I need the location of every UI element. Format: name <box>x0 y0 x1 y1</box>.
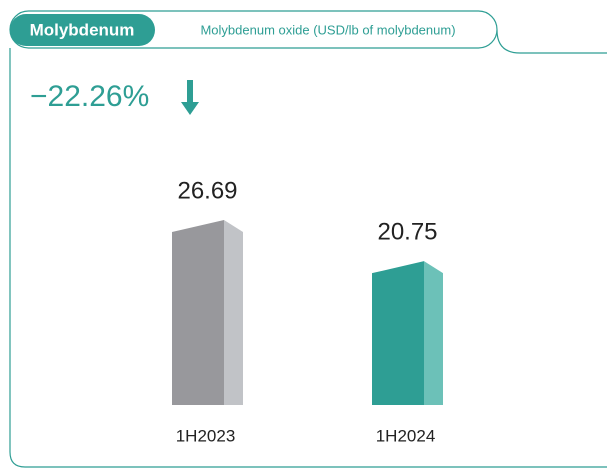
bar-front <box>372 261 424 405</box>
value-label: 26.69 <box>177 177 237 204</box>
title-badge <box>10 14 155 46</box>
value-label: 20.75 <box>377 219 437 246</box>
annotation: −22.26% <box>30 80 149 113</box>
chart-subtitle: Molybdenum oxide (USD/lb of molybdenum) <box>200 22 455 37</box>
x-tick-label: 1H2023 <box>176 426 236 445</box>
bar-side <box>224 220 243 405</box>
bar-front <box>172 220 224 405</box>
down-arrow <box>181 80 199 115</box>
chart-title: Molybdenum <box>30 20 135 39</box>
frame <box>9 29 607 468</box>
x-tick-label: 1H2024 <box>376 426 436 445</box>
bar-side <box>424 261 443 405</box>
